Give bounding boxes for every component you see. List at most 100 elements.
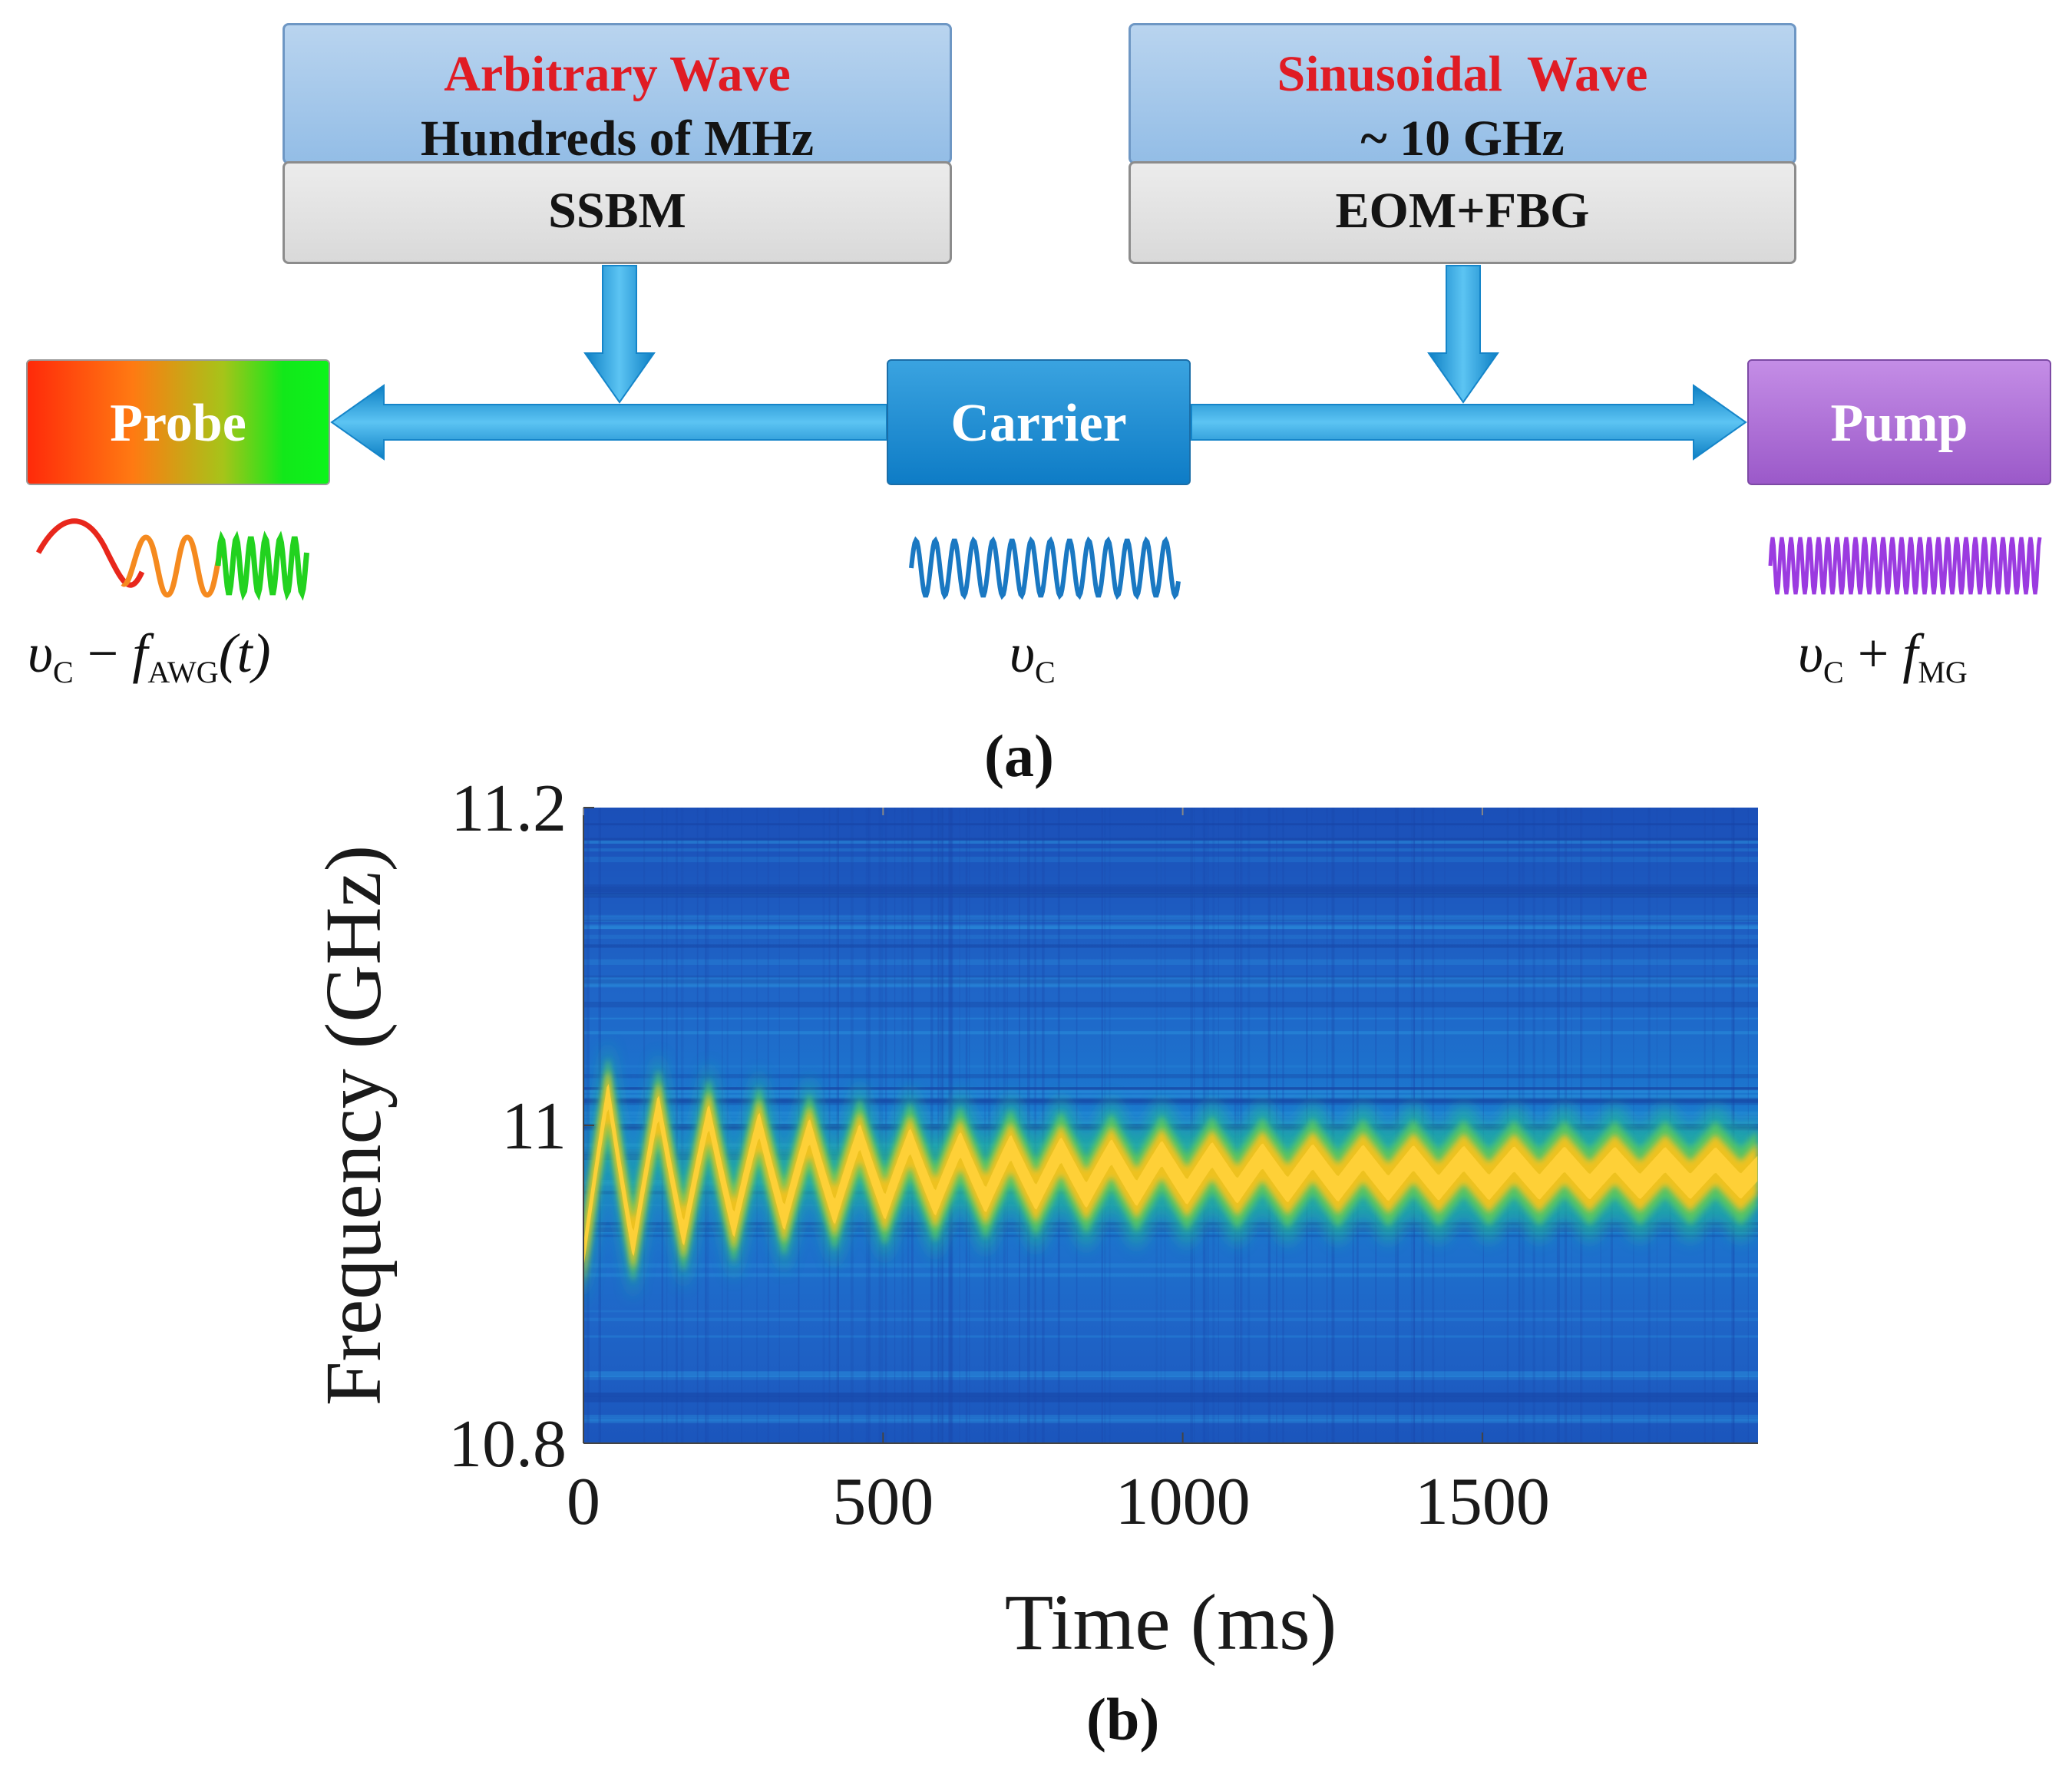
noise-stripe [583, 1376, 1758, 1380]
noise-stripe [583, 979, 1758, 985]
arrow-eom-down [1427, 265, 1499, 404]
noise-stripe [583, 914, 1758, 917]
noise-stripe [583, 893, 1758, 898]
noise-stripe [583, 919, 1758, 922]
pump-wave [1768, 537, 2042, 595]
panel-label-b: (b) [1086, 1686, 1160, 1753]
noise-streak [878, 808, 881, 1443]
noise-streak [1042, 808, 1045, 1443]
noise-stripe [583, 1065, 1758, 1068]
noise-streak [1532, 808, 1535, 1443]
y-tick-label: 10.8 [448, 1407, 567, 1482]
noise-stripe [583, 1371, 1758, 1377]
y-tick-label: 11.2 [451, 772, 567, 846]
noise-stripe [583, 884, 1758, 888]
panel-label-a: (a) [984, 722, 1054, 789]
noise-stripe [583, 1001, 1758, 1008]
probe-formula: υC − fAWG(t) [28, 623, 271, 689]
noise-streak [680, 808, 684, 1443]
noise-streak [1034, 808, 1036, 1443]
noise-streak [984, 808, 986, 1443]
noise-stripe [583, 1099, 1758, 1105]
carrier-node: Carrier [887, 359, 1191, 485]
x-tick-label: 500 [832, 1465, 934, 1539]
probe-node: Probe [26, 359, 330, 485]
noise-streak [940, 808, 943, 1443]
noise-stripe [583, 1396, 1758, 1403]
y-ticks: 10.8 11 11.2 [448, 772, 594, 1482]
noise-streak [1283, 808, 1284, 1443]
noise-streak [741, 808, 742, 1443]
pump-node: Pump [1747, 359, 2051, 485]
noise-stripe [583, 1087, 1758, 1089]
noise-streak [1432, 808, 1435, 1443]
noise-streak [828, 808, 831, 1443]
arbitrary-wave-title: Arbitrary Wave [444, 46, 791, 102]
x-tick-label: 0 [567, 1465, 600, 1539]
noise-stripe [583, 848, 1758, 852]
y-axis-label: Frequency (GHz) [309, 845, 398, 1406]
noise-streak [1190, 808, 1194, 1443]
arbitrary-wave-frequency: Hundreds of MHz [420, 111, 815, 167]
noise-stripe [583, 1017, 1758, 1019]
noise-streak [1033, 808, 1037, 1443]
noise-streak [1482, 808, 1484, 1443]
noise-stripe [583, 823, 1758, 826]
noise-stripe [583, 1086, 1758, 1091]
noise-stripe [583, 1414, 1758, 1418]
probe-wave-red [35, 518, 145, 588]
noise-stripe [583, 1225, 1758, 1228]
noise-streak [1240, 808, 1243, 1443]
noise-stripe [583, 1419, 1758, 1423]
arrow-ssbm-down [583, 265, 656, 404]
noise-stripe [583, 888, 1758, 894]
noise-stripe [583, 983, 1758, 986]
noise-stripe [583, 1031, 1758, 1035]
arrow-to-probe [330, 384, 887, 461]
arrow-to-pump [1191, 384, 1747, 461]
arbitrary-wave-box: Arbitrary Wave Hundreds of MHz [283, 23, 952, 167]
noise-stripe [583, 1417, 1758, 1422]
noise-streak [988, 808, 990, 1443]
sinusoidal-wave-title: Sinusoidal Wave [1277, 46, 1648, 102]
noise-streak [937, 808, 940, 1443]
noise-streak [1234, 808, 1237, 1443]
noise-streak [838, 808, 839, 1443]
noise-stripe [583, 983, 1758, 988]
noise-stripe [583, 934, 1758, 939]
frequency-ridge [583, 1041, 1758, 1312]
noise-stripe [583, 924, 1758, 930]
noise-stripe [583, 1074, 1758, 1079]
pump-formula: υC + fMG [1798, 623, 1968, 689]
noise-streak [643, 808, 646, 1443]
noise-stripe [583, 1317, 1758, 1322]
noise-stripe [583, 840, 1758, 844]
probe-wave-green [215, 530, 309, 601]
ssbm-box: SSBM [283, 161, 952, 264]
y-tick-label: 11 [501, 1089, 567, 1164]
ridge-peak [583, 1083, 1758, 1270]
carrier-wave [909, 536, 1181, 600]
noise-streak [1542, 808, 1545, 1443]
noise-stripe [583, 975, 1758, 978]
noise-streak [1282, 808, 1284, 1443]
noise-stripe [583, 1094, 1758, 1100]
noise-stripe [583, 887, 1758, 893]
noise-stripe [583, 1273, 1758, 1277]
noise-stripe [583, 1089, 1758, 1093]
sinusoidal-wave-frequency: ~ 10 GHz [1360, 111, 1565, 167]
noise-stripe [583, 926, 1758, 930]
noise-streak [884, 808, 887, 1443]
noise-streak [778, 808, 780, 1443]
noise-stripe [583, 838, 1758, 841]
eom-fbg-box: EOM+FBG [1129, 161, 1796, 264]
noise-stripe [583, 1227, 1758, 1233]
x-tick-label: 1000 [1115, 1465, 1251, 1539]
noise-streak [942, 808, 944, 1443]
noise-stripe [583, 1097, 1758, 1102]
noise-stripe [583, 1335, 1758, 1338]
noise-stripe [583, 1097, 1758, 1103]
noise-streak [676, 808, 678, 1443]
noise-stripe [583, 856, 1758, 863]
